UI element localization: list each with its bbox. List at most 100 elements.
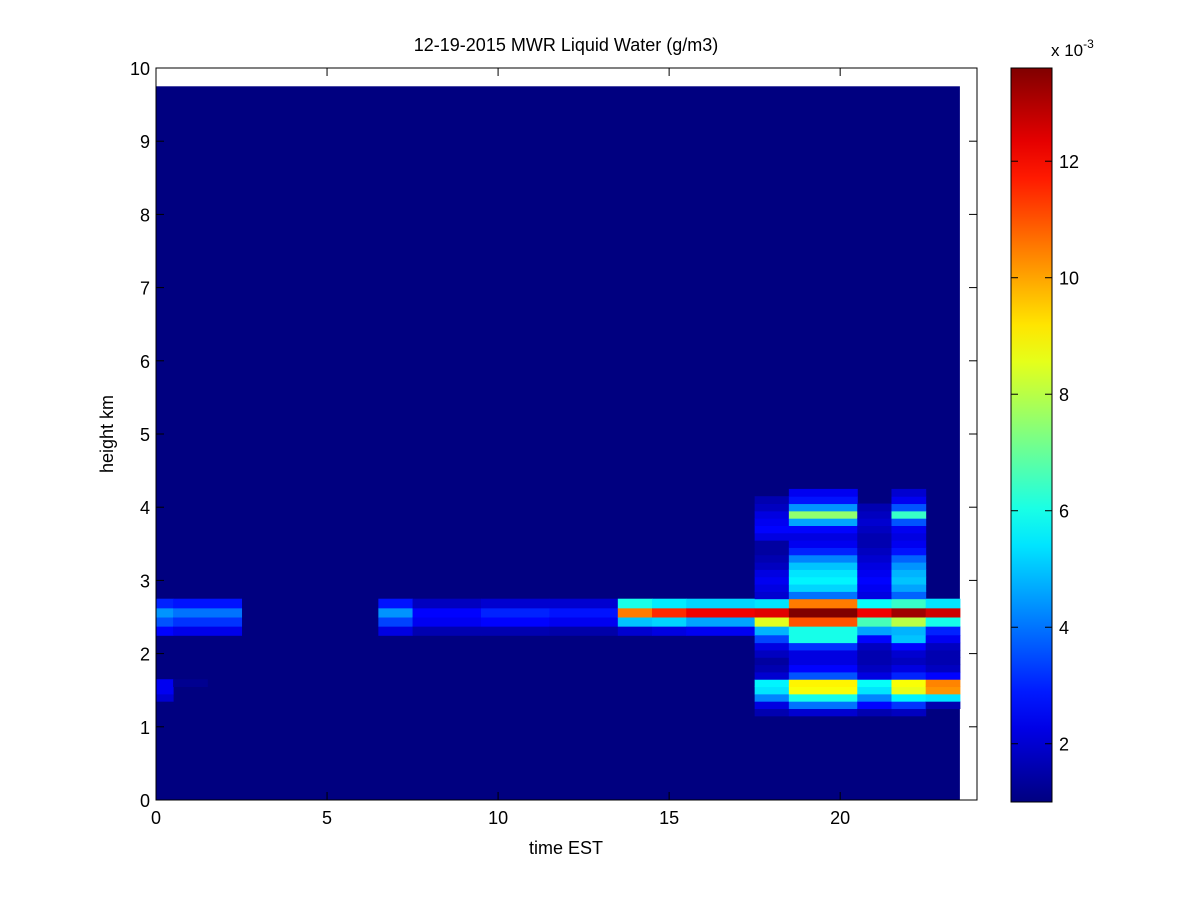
heatmap-cell <box>754 693 790 702</box>
y-tick-label: 5 <box>140 425 150 445</box>
heatmap-cell <box>412 598 482 609</box>
heatmap-cell <box>754 701 790 709</box>
heatmap-cell <box>857 525 892 534</box>
heatmap-cell <box>788 626 858 636</box>
heatmap-cell <box>480 626 550 636</box>
heatmap-cell <box>549 617 619 627</box>
heatmap-cell <box>925 635 961 644</box>
heatmap-cell <box>686 598 756 609</box>
heatmap-cell <box>891 664 927 673</box>
heatmap-cell <box>378 617 414 627</box>
heatmap-cell <box>925 693 961 702</box>
heatmap-cell <box>754 554 790 563</box>
heatmap-cell <box>617 626 653 636</box>
heatmap-cell <box>754 617 790 627</box>
heatmap-cell <box>156 693 174 702</box>
heatmap-cell <box>754 518 790 526</box>
heatmap-cell <box>788 671 858 680</box>
heatmap-cell <box>617 598 653 609</box>
heatmap-cell <box>754 540 790 548</box>
heatmap-cell <box>378 598 414 609</box>
heatmap-cell <box>925 657 961 666</box>
x-tick-label: 20 <box>830 808 850 828</box>
chart-title: 12-19-2015 MWR Liquid Water (g/m3) <box>414 35 718 55</box>
heatmap-cell <box>754 569 790 578</box>
colorbar <box>1010 67 1053 803</box>
heatmap-cell <box>891 686 927 695</box>
x-axis-label: time EST <box>529 838 603 858</box>
heatmap-cell <box>857 679 892 688</box>
heatmap-cell <box>891 657 927 666</box>
heatmap-cell <box>891 510 927 519</box>
heatmap-cell <box>857 701 892 709</box>
heatmap-cell <box>412 617 482 627</box>
heatmap-cell <box>754 525 790 534</box>
x-tick-label: 15 <box>659 808 679 828</box>
heatmap-cell <box>857 635 892 644</box>
heatmap-cell <box>378 626 414 636</box>
colorbar-exponent-power: -3 <box>1083 37 1094 51</box>
heatmap-cell <box>857 547 892 556</box>
heatmap-cell <box>788 569 858 578</box>
heatmap-cell <box>891 496 927 505</box>
heatmap-cell <box>891 576 927 585</box>
heatmap-cell <box>788 547 858 556</box>
heatmap-cell <box>156 686 174 695</box>
heatmap-cell <box>788 518 858 526</box>
heatmap-cell <box>925 617 961 627</box>
heatmap-cell <box>891 569 927 578</box>
heatmap-cell <box>754 635 790 644</box>
heatmap-cell <box>754 562 790 570</box>
heatmap-cell <box>788 635 858 644</box>
heatmap-cell <box>891 584 927 592</box>
heatmap-cell <box>480 617 550 627</box>
heatmap-cell <box>788 617 858 627</box>
heatmap-cell <box>891 488 927 497</box>
heatmap-cell <box>549 626 619 636</box>
heatmap-cell <box>857 569 892 578</box>
colorbar-tick-label: 8 <box>1059 385 1069 405</box>
heatmap-cell <box>788 664 858 673</box>
heatmap-cell <box>754 708 790 717</box>
heatmap-cell <box>788 642 858 651</box>
heatmap-cell <box>925 649 961 658</box>
colorbar-ticks: 2 4 6 8 10 12 <box>1011 152 1079 755</box>
heatmap-cell <box>754 657 790 666</box>
heatmap-cell <box>788 701 858 709</box>
y-axis-ticks: 0 1 2 3 4 5 6 7 8 9 10 <box>130 59 977 811</box>
y-tick-label: 9 <box>140 132 150 152</box>
heatmap-cell <box>173 607 243 618</box>
x-tick-label: 10 <box>488 808 508 828</box>
heatmap-cell <box>173 679 208 688</box>
heatmap-cell <box>857 576 892 585</box>
heatmap-cell <box>754 547 790 556</box>
heatmap-cell <box>891 671 927 680</box>
y-tick-label: 8 <box>140 205 150 225</box>
heatmap-cell <box>891 642 927 651</box>
colorbar-tick-label: 6 <box>1059 502 1069 522</box>
heatmap-cell <box>156 617 174 627</box>
heatmap-cell <box>754 671 790 680</box>
heatmap-cell <box>754 584 790 592</box>
heatmap-cell <box>788 598 858 609</box>
x-tick-label: 0 <box>151 808 161 828</box>
heatmap-cell <box>857 562 892 570</box>
heatmap-cell <box>480 607 550 618</box>
heatmap-cell <box>857 503 892 512</box>
heatmap-cell <box>156 679 174 688</box>
heatmap-cell <box>857 671 892 680</box>
heatmap-cell <box>788 510 858 519</box>
heatmap-cell <box>891 554 927 563</box>
heatmap-cell <box>857 518 892 526</box>
heatmap-cell <box>857 686 892 695</box>
x-axis-ticks: 0 5 10 15 20 <box>151 68 850 828</box>
heatmap-cell <box>857 510 892 519</box>
heatmap-cell <box>891 708 927 717</box>
heatmap-cell <box>891 693 927 702</box>
heatmap-cell <box>788 525 858 534</box>
heatmap-cell <box>156 598 174 609</box>
heatmap-cell <box>925 598 961 609</box>
heatmap-cell <box>891 532 927 541</box>
heatmap-cell <box>173 598 243 609</box>
heatmap-cell <box>891 518 927 526</box>
